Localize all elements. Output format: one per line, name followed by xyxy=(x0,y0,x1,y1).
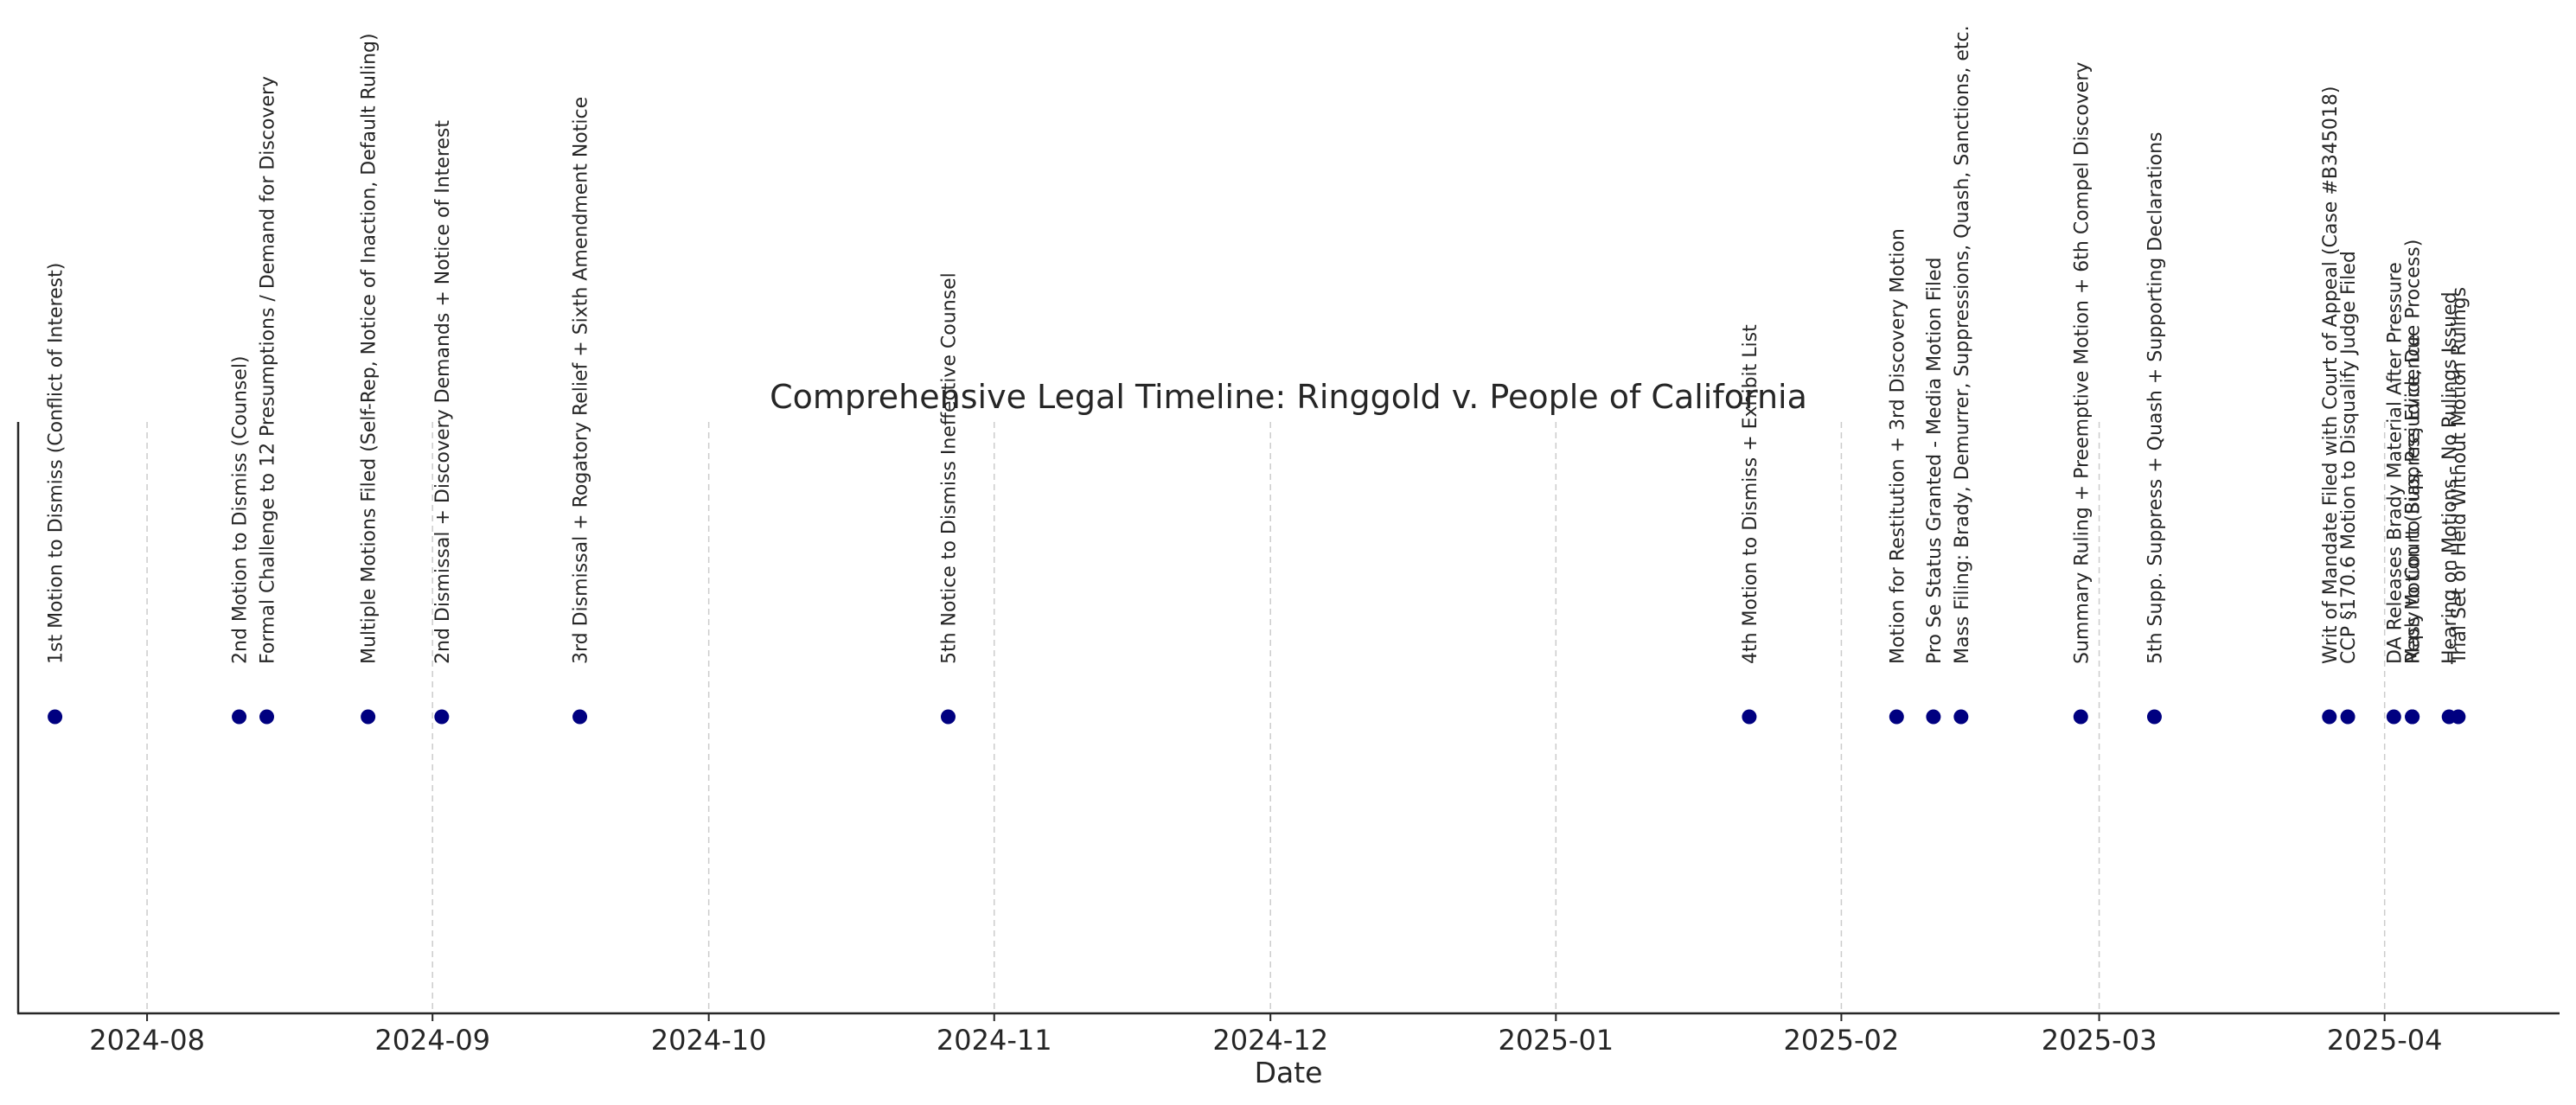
event-point-16 xyxy=(2386,709,2401,725)
event-label-4: Multiple Motions Filed (Self-Rep, Notice… xyxy=(359,33,380,664)
event-label-9: Motion for Restitution + 3rd Discovery M… xyxy=(1887,228,1908,664)
event-label-14: Writ of Mandate Filed with Court of Appe… xyxy=(2320,86,2342,664)
event-point-11 xyxy=(1953,709,1969,725)
x-tick-label: 2024-11 xyxy=(936,1024,1052,1057)
event-label-20: Trial Set or Held Without Motion Rulings xyxy=(2449,287,2471,665)
event-point-12 xyxy=(2073,709,2088,725)
event-point-4 xyxy=(361,709,376,725)
event-label-17: Reply to Court (Bias, Prejudice, Due Pro… xyxy=(2403,240,2425,664)
event-label-19: Hearing on Motions - No Rulings Issued xyxy=(2439,291,2461,664)
x-tick-label: 2024-09 xyxy=(374,1024,490,1057)
event-point-9 xyxy=(1889,709,1904,725)
event-label-5: 2nd Dismissal + Discovery Demands + Noti… xyxy=(432,120,454,664)
event-point-3 xyxy=(259,709,275,725)
event-label-7: 5th Notice to Dismiss Ineffective Counse… xyxy=(939,272,961,664)
axes xyxy=(16,422,2560,1015)
event-point-5 xyxy=(434,709,450,725)
event-point-15 xyxy=(2340,709,2355,725)
event-label-16: DA Releases Brady Material After Pressur… xyxy=(2384,262,2406,664)
x-tick-label: 2025-03 xyxy=(2042,1024,2157,1057)
event-point-18 xyxy=(2405,709,2420,725)
event-point-13 xyxy=(2146,709,2162,725)
event-label-11: Mass Filing: Brady, Demurrer, Suppressio… xyxy=(1952,25,1973,664)
x-axis-label: Date xyxy=(1255,1056,1323,1089)
event-point-6 xyxy=(572,709,588,725)
event-label-2: 2nd Motion to Dismiss (Counsel) xyxy=(230,355,252,664)
event-label-8: 4th Motion to Dismiss + Exhibit List xyxy=(1740,324,1761,664)
event-point-8 xyxy=(1742,709,1757,725)
x-ticks: 2024-08 2024-09 2024-10 2024-11 2024-12 2025-… xyxy=(89,1013,2443,1057)
event-points xyxy=(48,709,2466,725)
event-labels: 1st Motion to Dismiss (Conflict of Inter… xyxy=(46,25,2471,665)
grid-layer xyxy=(146,422,2386,1013)
event-label-18: Mass Motion to Suppress Evidence xyxy=(2403,335,2425,664)
event-label-12: Summary Ruling + Preemptive Motion + 6th… xyxy=(2071,62,2093,664)
event-label-10: Pro Se Status Granted - Media Motion Fil… xyxy=(1924,258,1946,664)
event-label-15: CCP §170.6 Motion to Disqualify Judge Fi… xyxy=(2338,251,2360,664)
event-point-1 xyxy=(48,709,63,725)
x-tick-label: 2025-04 xyxy=(2327,1024,2443,1057)
x-tick-label: 2025-01 xyxy=(1498,1024,1614,1057)
event-label-13: 5th Supp. Suppress + Quash + Supporting … xyxy=(2145,131,2166,664)
event-point-20 xyxy=(2451,709,2466,725)
event-label-1: 1st Motion to Dismiss (Conflict of Inter… xyxy=(46,263,67,664)
event-label-3: Formal Challenge to 12 Presumptions / De… xyxy=(258,76,279,664)
x-tick-label: 2025-02 xyxy=(1784,1024,1900,1057)
event-point-10 xyxy=(1926,709,1941,725)
x-tick-label: 2024-10 xyxy=(651,1024,767,1057)
x-tick-label: 2024-12 xyxy=(1212,1024,1328,1057)
x-tick-label: 2024-08 xyxy=(89,1024,205,1057)
event-label-6: 3rd Dismissal + Rogatory Relief + Sixth … xyxy=(571,97,592,664)
event-point-14 xyxy=(2322,709,2337,725)
event-point-2 xyxy=(232,709,247,725)
chart-title: Comprehensive Legal Timeline: Ringgold v… xyxy=(770,378,1807,416)
event-point-7 xyxy=(941,709,956,725)
